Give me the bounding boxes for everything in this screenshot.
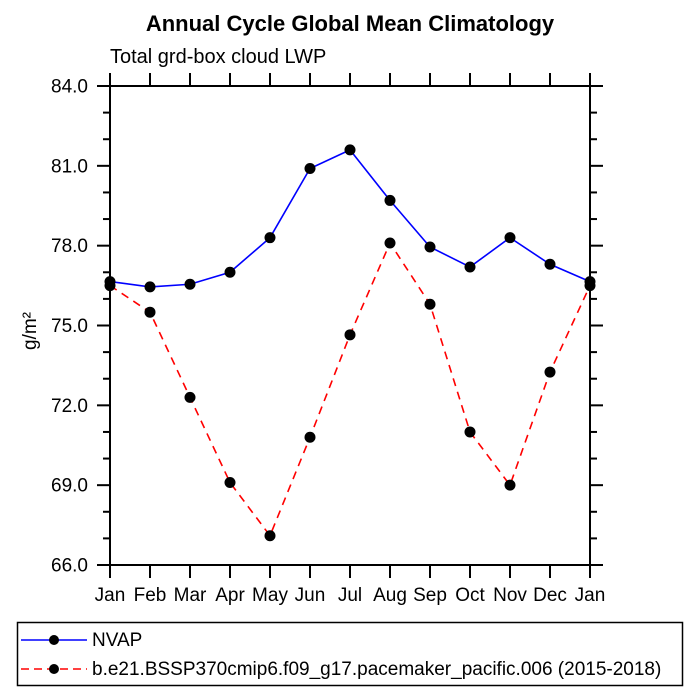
data-point-nvap-May — [264, 232, 276, 244]
data-point-model-Dec — [544, 366, 556, 378]
legend-label-model: b.e21.BSSP370cmip6.f09_g17.pacemaker_pac… — [92, 659, 661, 680]
data-point-model-Jul — [344, 329, 356, 341]
data-point-nvap-Jan — [104, 276, 116, 288]
x-tick-label: Nov — [493, 585, 527, 606]
data-point-model-Feb — [144, 306, 156, 318]
legend-border — [16, 621, 684, 687]
series-group — [104, 144, 596, 542]
data-point-nvap-Apr — [224, 266, 236, 278]
x-tick-label: Oct — [455, 585, 485, 606]
x-tick-label: Mar — [174, 585, 207, 606]
x-tick-label: Jan — [95, 585, 126, 606]
data-point-nvap-Jun — [304, 162, 316, 174]
data-point-nvap-Oct — [464, 261, 476, 273]
legend-marker-dot — [49, 664, 59, 674]
data-point-model-Oct — [464, 426, 476, 438]
data-point-nvap-Dec — [544, 258, 556, 270]
data-point-nvap-Jan — [584, 276, 596, 288]
data-point-model-Jun — [304, 431, 316, 443]
y-tick-label: 84.0 — [51, 77, 88, 98]
legend-marker-dot — [49, 635, 59, 645]
data-point-model-May — [264, 530, 276, 542]
data-point-nvap-Nov — [504, 232, 516, 244]
x-tick-label: Apr — [215, 585, 245, 606]
y-tick-label: 66.0 — [51, 556, 88, 577]
data-point-nvap-Jul — [344, 144, 356, 156]
series-line-model — [109, 241, 591, 538]
data-point-nvap-Feb — [144, 281, 156, 293]
data-point-model-Aug — [384, 237, 396, 249]
y-tick-label: 69.0 — [51, 476, 88, 497]
y-tick-label: 72.0 — [51, 396, 88, 417]
legend-label-nvap: NVAP — [92, 630, 142, 651]
legend-box: NVAP b.e21.BSSP370cmip6.f09_g17.pacemake… — [16, 621, 684, 687]
y-tick-label: 75.0 — [51, 316, 88, 337]
x-tick-label: Sep — [413, 585, 447, 606]
x-tick-label: May — [252, 585, 288, 606]
chart-subtitle: Total grd-box cloud LWP — [110, 46, 326, 68]
x-tick-label: Jun — [295, 585, 326, 606]
x-tick-label: Jan — [575, 585, 606, 606]
legend-entry-nvap: NVAP — [21, 630, 142, 651]
x-tick-label: Feb — [134, 585, 167, 606]
data-point-model-Mar — [184, 391, 196, 403]
data-point-model-Sep — [424, 298, 436, 310]
chart-title: Annual Cycle Global Mean Climatology — [146, 11, 555, 36]
data-point-model-Nov — [504, 479, 516, 491]
y-tick-label: 78.0 — [51, 236, 88, 257]
data-point-nvap-Mar — [184, 278, 196, 290]
axes-group: Jan Feb Mar Apr May Jun Jul Aug Sep Oct Nov Dec Jan 6… — [51, 73, 605, 606]
data-point-model-Apr — [224, 477, 236, 489]
plot-border — [109, 85, 591, 566]
x-tick-label: Dec — [533, 585, 567, 606]
x-tick-label: Jul — [338, 585, 362, 606]
y-tick-label: 81.0 — [51, 156, 88, 177]
y-axis-unit-label: g/m² — [20, 312, 41, 350]
x-tick-label: Aug — [373, 585, 407, 606]
data-point-nvap-Sep — [424, 241, 436, 253]
legend-entry-model: b.e21.BSSP370cmip6.f09_g17.pacemaker_pac… — [21, 659, 661, 680]
series-line-nvap — [109, 148, 591, 288]
data-point-nvap-Aug — [384, 194, 396, 206]
